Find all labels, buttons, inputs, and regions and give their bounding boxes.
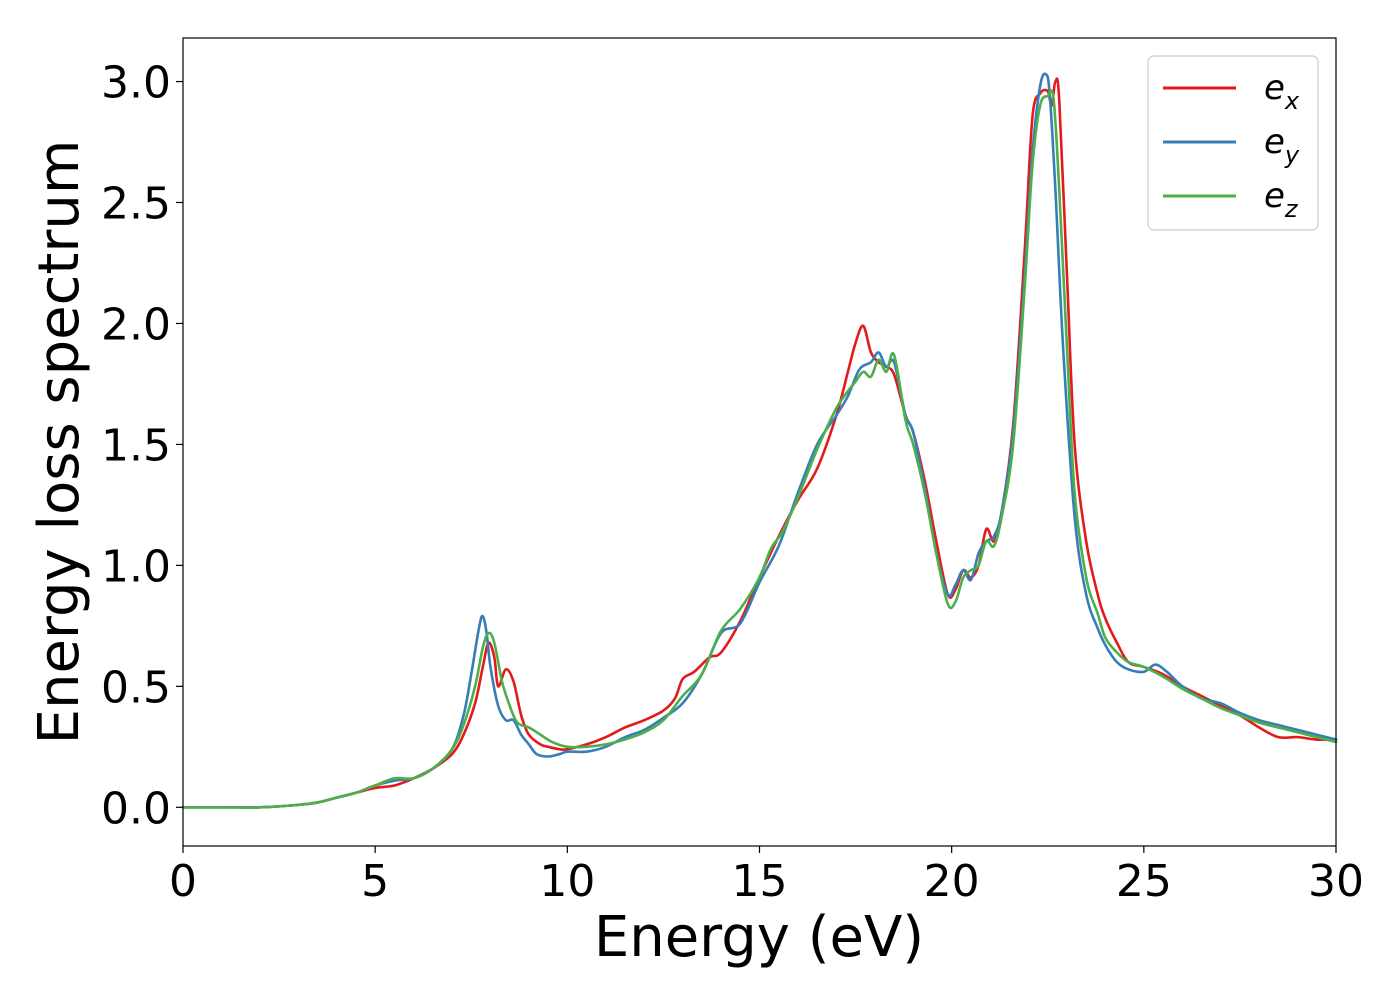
series-line-e-z: [181, 89, 1338, 809]
plot-background: [183, 38, 1336, 846]
series-line-e-y: [181, 72, 1338, 809]
y-axis-ticks: 0.0 0.5 1.0 1.5 2.0 2.5 3.0: [101, 58, 183, 834]
x-axis-ticks: 0 5 10 15 20 25 30: [169, 846, 1364, 907]
series-group: [181, 72, 1338, 809]
x-tick-label: 20: [924, 856, 980, 907]
legend-subscript-z: z: [1284, 195, 1299, 223]
x-tick-label: 25: [1116, 856, 1172, 907]
x-tick-label: 10: [539, 856, 595, 907]
x-tick-label: 5: [361, 856, 389, 907]
y-axis-label: Energy loss spectrum: [27, 140, 92, 745]
x-axis-label: Energy (eV): [594, 905, 924, 970]
legend-subscript-x: x: [1284, 87, 1300, 115]
y-tick-label: 1.5: [101, 420, 171, 471]
x-tick-label: 0: [169, 856, 197, 907]
x-tick-label: 30: [1308, 856, 1364, 907]
y-tick-label: 3.0: [101, 58, 171, 109]
legend-subscript-y: y: [1284, 141, 1300, 169]
y-tick-label: 2.5: [101, 179, 171, 230]
y-tick-label: 0.5: [101, 662, 171, 713]
y-tick-label: 2.0: [101, 299, 171, 350]
x-tick-label: 15: [732, 856, 788, 907]
y-tick-label: 0.0: [101, 783, 171, 834]
y-tick-label: 1.0: [101, 541, 171, 592]
